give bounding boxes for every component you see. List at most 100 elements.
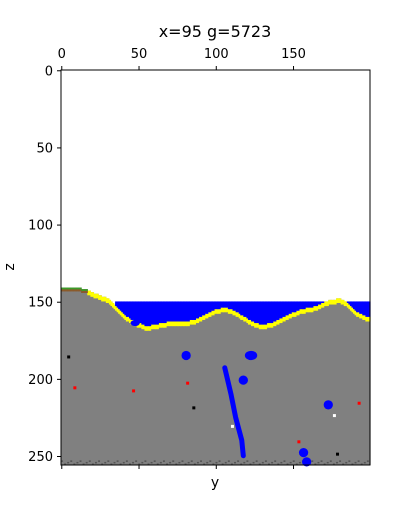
- stone-column: [317, 304, 320, 465]
- water-column: [226, 301, 229, 308]
- sand-column: [204, 313, 207, 319]
- water-column: [213, 301, 217, 310]
- sand-column: [311, 307, 314, 313]
- sand-column: [246, 318, 249, 324]
- sand-column: [325, 301, 328, 307]
- water-column: [235, 301, 238, 313]
- water-column: [292, 301, 295, 313]
- dirt-cell: [76, 289, 79, 292]
- sand-column: [286, 315, 289, 320]
- water-pocket: [244, 350, 258, 361]
- stone-column: [305, 307, 308, 465]
- stone-column: [255, 323, 258, 465]
- stone-column: [196, 318, 200, 465]
- sand-column: [102, 296, 105, 302]
- sand-column: [200, 316, 203, 322]
- water-column: [249, 301, 252, 320]
- stone-column: [362, 315, 365, 465]
- sand-column: [274, 321, 277, 327]
- stone-column: [130, 319, 133, 465]
- x-tick-label: 50: [131, 47, 148, 62]
- sand-column: [264, 324, 268, 330]
- water-column: [309, 301, 312, 308]
- bedrock-cell: [292, 460, 295, 462]
- sand-column: [181, 321, 184, 327]
- sand-column: [303, 309, 306, 314]
- stone-column: [268, 323, 271, 465]
- bedrock-cell: [252, 461, 255, 464]
- sand-column: [111, 302, 115, 308]
- water-column: [115, 301, 118, 307]
- ore-speck: [192, 406, 196, 410]
- stone-column: [356, 312, 359, 465]
- sand-column: [122, 313, 125, 319]
- bedrock-cell: [246, 460, 249, 462]
- water-column: [264, 301, 268, 325]
- dirt-cell: [68, 289, 71, 292]
- stone-column: [254, 323, 257, 465]
- stone-column: [138, 323, 141, 465]
- water-column: [230, 301, 234, 310]
- stone-column: [277, 319, 280, 465]
- stone-column: [104, 296, 107, 465]
- sand-column: [176, 321, 180, 327]
- stone-column: [153, 324, 156, 465]
- stone-column: [213, 309, 217, 465]
- bedrock-layer: [61, 460, 370, 465]
- bedrock-cell: [175, 463, 178, 465]
- sand-column: [359, 313, 362, 319]
- water-pocket: [298, 448, 309, 458]
- sand-column: [99, 295, 102, 300]
- stone-column: [243, 316, 246, 465]
- sand-column: [96, 293, 99, 299]
- water-column: [170, 301, 173, 322]
- sand-column: [302, 309, 305, 314]
- stone-column: [308, 307, 311, 465]
- stone-column: [73, 287, 76, 465]
- sand-column: [170, 321, 173, 327]
- sand-column: [258, 324, 261, 330]
- stone-column: [195, 318, 198, 465]
- grass-cell: [79, 287, 82, 290]
- grass-cell: [62, 287, 65, 290]
- sand-column: [203, 315, 206, 320]
- water-column: [127, 301, 130, 317]
- bedrock-cell: [110, 463, 113, 465]
- sand-column: [187, 321, 190, 327]
- water-column: [161, 301, 164, 324]
- stone-column: [334, 299, 337, 465]
- water-column: [195, 301, 198, 319]
- bedrock-cell: [357, 460, 360, 462]
- sand-column: [317, 304, 320, 310]
- stone-column: [162, 323, 166, 465]
- water-column: [125, 301, 129, 317]
- bedrock-cell: [193, 463, 196, 465]
- stone-column: [251, 321, 254, 465]
- bedrock-cell: [73, 463, 76, 465]
- sand-column: [340, 299, 343, 305]
- stone-column: [179, 321, 183, 465]
- stone-column: [272, 321, 275, 465]
- stone-column: [246, 318, 249, 465]
- bedrock-cell: [323, 463, 326, 465]
- sand-column: [209, 312, 212, 317]
- sand-column: [125, 316, 129, 322]
- sand-column: [88, 290, 91, 296]
- sand-column: [281, 316, 285, 322]
- sand-column: [229, 309, 232, 314]
- stone-column: [329, 299, 332, 465]
- water-column: [149, 301, 152, 327]
- water-column: [138, 301, 141, 324]
- stone-column: [189, 319, 192, 465]
- sand-column: [269, 323, 272, 328]
- sand-column: [127, 316, 130, 322]
- bedrock-cell: [172, 460, 175, 462]
- stone-column: [135, 321, 138, 465]
- stone-column: [357, 312, 360, 465]
- water-column: [173, 301, 176, 322]
- water-column: [322, 301, 325, 303]
- stone-column: [224, 307, 227, 465]
- sand-column: [357, 312, 360, 317]
- sand-column: [328, 299, 331, 305]
- sand-column: [212, 310, 215, 316]
